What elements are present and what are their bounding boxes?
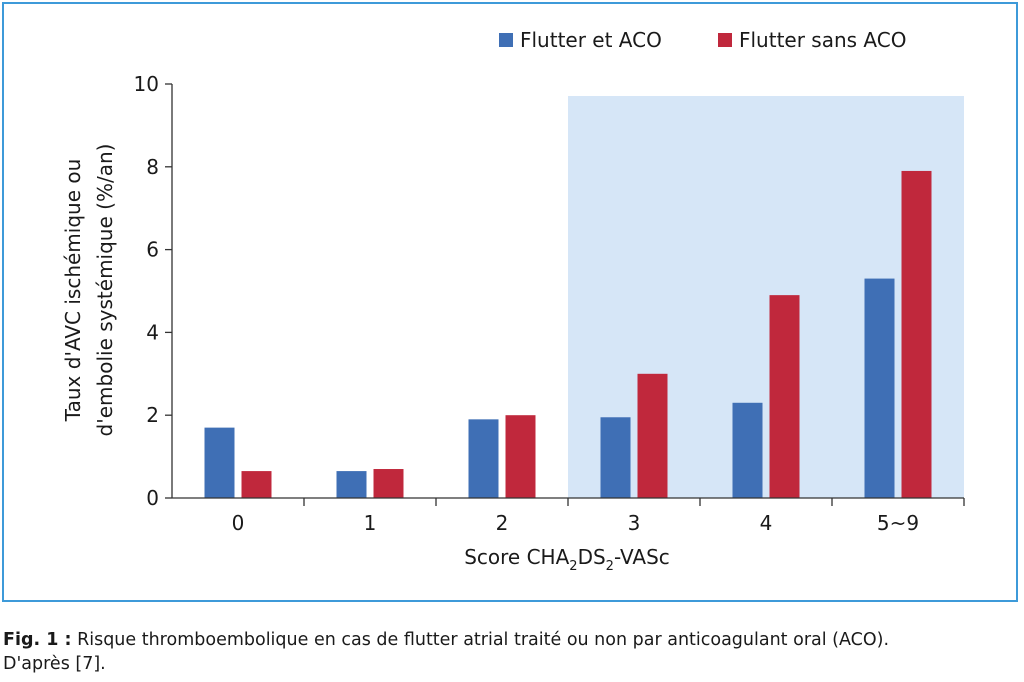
y-axis-label-line2: d'embolie systémique (%/an) [93, 144, 117, 437]
x-label-sub1: 2 [569, 559, 577, 574]
y-tick-label-5: 10 [134, 72, 159, 96]
bar-series-0-cat-1 [336, 471, 367, 498]
bar-series-0-cat-0 [204, 427, 235, 498]
x-ticks-layer: 0 1 2 3 4 5~9 [232, 498, 965, 535]
legend-label-series-0: Flutter et ACO [520, 28, 662, 52]
caption-text-line2: D'après [7]. [3, 654, 106, 674]
bar-series-0-cat-3 [600, 417, 631, 498]
x-tick-label-0: 0 [232, 511, 245, 535]
x-label-mid: DS [578, 545, 606, 569]
bars-layer [204, 170, 932, 498]
y-tick-label-1: 2 [146, 403, 159, 427]
bar-series-0-cat-2 [468, 419, 499, 498]
bar-series-1-cat-1 [373, 469, 404, 498]
figure-caption: Fig. 1 : Risque thromboembolique en cas … [3, 628, 1021, 676]
legend-swatch-series-0 [499, 33, 513, 47]
bar-series-1-cat-0 [241, 471, 272, 498]
y-tick-label-2: 4 [146, 320, 159, 344]
y-tick-label-3: 6 [146, 238, 159, 262]
legend: Flutter et ACO Flutter sans ACO [499, 28, 906, 52]
x-label-sub2: 2 [606, 559, 614, 574]
bar-series-0-cat-4 [732, 402, 763, 498]
highlight-region-layer [568, 96, 964, 498]
x-label-end: -VASc [614, 545, 670, 569]
bar-chart: 0 2 4 6 8 10 0 1 2 3 4 5~9 Taux d'AVC ischémique o… [61, 28, 965, 574]
x-tick-label-1: 1 [364, 511, 377, 535]
x-tick-label-5: 5~9 [877, 511, 919, 535]
x-axis-label: Score CHA2DS2-VASc [464, 545, 670, 574]
caption-label: Fig. 1 : [3, 630, 72, 650]
y-tick-label-4: 8 [146, 155, 159, 179]
bar-series-1-cat-2 [505, 415, 536, 498]
y-axis-label-line1: Taux d'AVC ischémique ou [61, 159, 85, 423]
y-tick-label-0: 0 [146, 486, 159, 510]
y-ticks-layer: 0 2 4 6 8 10 [134, 72, 172, 510]
bar-series-1-cat-3 [637, 373, 668, 498]
x-tick-label-2: 2 [496, 511, 509, 535]
legend-swatch-series-1 [718, 33, 732, 47]
x-label-main: Score CHA [464, 545, 569, 569]
legend-label-series-1: Flutter sans ACO [739, 28, 906, 52]
x-tick-label-4: 4 [760, 511, 773, 535]
bar-series-0-cat-5 [864, 278, 895, 498]
bar-series-1-cat-5 [901, 170, 932, 498]
caption-text: Risque thromboembolique en cas de flutte… [71, 630, 890, 650]
bar-series-1-cat-4 [769, 295, 800, 498]
x-tick-label-3: 3 [628, 511, 641, 535]
highlight-region [568, 96, 964, 498]
